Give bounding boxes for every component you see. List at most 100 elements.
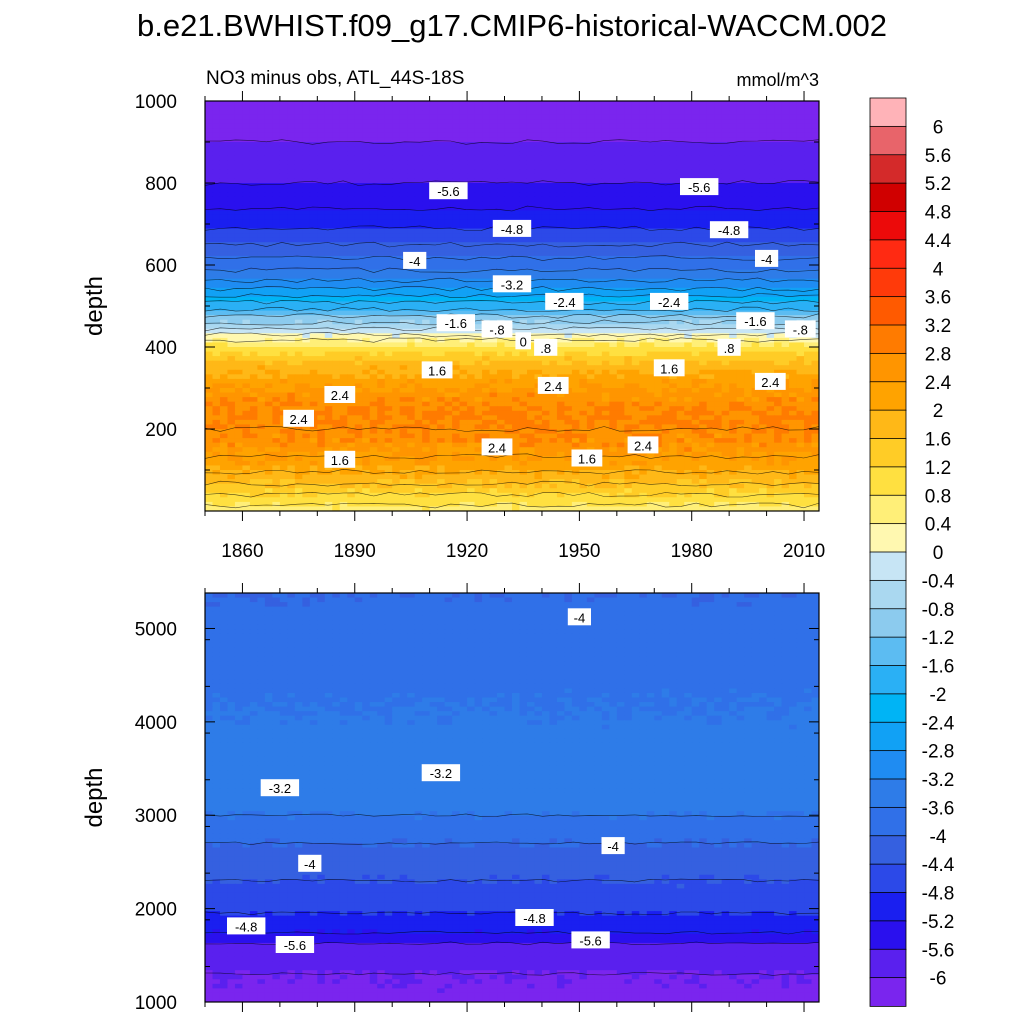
contour-cell	[541, 287, 551, 293]
contour-cell	[324, 306, 333, 312]
contour-cell	[205, 214, 214, 221]
contour-cell	[594, 183, 603, 189]
contour-cell	[324, 119, 333, 125]
contour-cell	[377, 192, 386, 198]
contour-cell	[429, 260, 438, 266]
contour-cell	[804, 110, 813, 116]
contour-cell	[369, 337, 378, 344]
contour-cell	[392, 110, 401, 116]
contour-cell	[654, 251, 663, 257]
contour-cell	[279, 187, 288, 193]
contour-cell	[309, 155, 318, 161]
contour-cell	[242, 169, 251, 175]
contour-cell	[639, 269, 648, 275]
contour-cell	[467, 201, 476, 207]
contour-cell	[429, 251, 438, 257]
contour-cell	[324, 164, 333, 170]
contour-cell	[437, 251, 446, 257]
contour-cell	[504, 110, 513, 116]
contour-cell	[526, 365, 536, 371]
contour-cell	[751, 146, 760, 152]
contour-cell	[309, 347, 318, 353]
contour-cell	[459, 219, 468, 225]
contour-cell	[474, 101, 483, 107]
contour-cell	[789, 178, 798, 184]
contour-cell	[422, 132, 431, 139]
contour-cell	[661, 160, 670, 166]
contour-cell	[429, 151, 438, 157]
contour-cell	[272, 155, 281, 161]
contour-cell	[205, 283, 214, 289]
contour-cell	[249, 356, 259, 362]
contour-cell	[219, 347, 229, 353]
contour-cell	[272, 319, 281, 325]
contour-cell	[564, 128, 573, 134]
contour-cell	[309, 137, 318, 143]
contour-cell	[219, 210, 229, 216]
contour-cell	[347, 255, 356, 262]
contour-cell	[751, 360, 760, 366]
contour-cell	[616, 205, 625, 211]
contour-cell	[332, 233, 341, 239]
contour-cell	[759, 333, 768, 339]
contour-cell	[414, 123, 423, 129]
contour-cell	[796, 365, 805, 371]
contour-cell	[706, 132, 715, 139]
contour-cell	[526, 201, 536, 207]
contour-cell	[804, 128, 813, 134]
contour-cell	[564, 274, 573, 280]
contour-cell	[377, 114, 386, 120]
contour-cell	[242, 123, 251, 129]
contour-cell	[452, 128, 461, 134]
contour-cell	[294, 114, 303, 120]
contour-cell	[549, 178, 558, 184]
contour-cell	[354, 301, 363, 307]
contour-cell	[317, 142, 326, 148]
contour-cell	[482, 178, 491, 184]
contour-cell	[257, 101, 266, 107]
contour-cell	[699, 233, 708, 239]
contour-cell	[302, 255, 311, 262]
contour-cell	[467, 246, 476, 252]
contour-cell	[362, 137, 371, 143]
contour-cell	[497, 269, 506, 275]
contour-cell	[601, 292, 610, 298]
contour-cell	[556, 246, 566, 252]
contour-cell	[279, 151, 288, 157]
contour-cell	[676, 283, 685, 289]
contour-cell	[766, 242, 775, 248]
contour-cell	[309, 169, 318, 175]
contour-cell	[601, 142, 610, 148]
contour-cell	[482, 187, 491, 193]
contour-cell	[676, 333, 685, 339]
contour-cell	[384, 287, 393, 293]
contour-cell	[474, 214, 483, 221]
contour-cell	[467, 374, 476, 380]
contour-cell	[541, 187, 551, 193]
contour-cell	[302, 347, 311, 353]
contour-cell	[519, 360, 528, 366]
contour-cell	[669, 278, 678, 284]
contour-cell	[384, 196, 393, 202]
contour-cell	[362, 114, 371, 120]
contour-cell	[317, 132, 326, 139]
contour-cell	[362, 296, 371, 303]
contour-cell	[774, 306, 783, 312]
contour-cell	[684, 374, 693, 380]
contour-cell	[804, 356, 813, 362]
contour-cell	[407, 160, 416, 166]
contour-cell	[721, 274, 730, 280]
contour-cell	[804, 214, 813, 221]
contour-cell	[774, 105, 783, 111]
contour-cell	[684, 351, 693, 357]
contour-cell	[691, 301, 700, 307]
contour-cell	[579, 351, 588, 357]
contour-cell	[789, 360, 798, 366]
contour-cell	[317, 123, 326, 129]
contour-cell	[714, 328, 723, 334]
contour-cell	[744, 105, 753, 111]
contour-cell	[624, 265, 633, 271]
contour-cell	[414, 319, 423, 325]
contour-cell	[639, 205, 648, 211]
contour-cell	[684, 142, 693, 148]
